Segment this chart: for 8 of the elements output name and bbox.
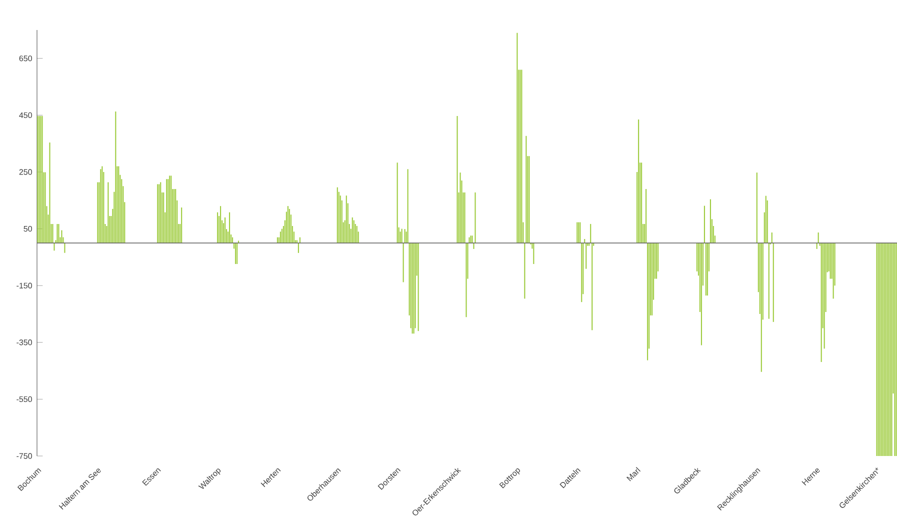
y-tick-label: 650: [19, 56, 32, 62]
y-tick-label: 450: [19, 112, 32, 118]
y-tick-label: -550: [16, 396, 32, 402]
y-tick-label: -150: [16, 282, 32, 288]
y-tick-label: 50: [24, 226, 32, 232]
y-tick-label: -350: [16, 340, 32, 346]
y-tick-label: 250: [19, 169, 32, 175]
y-tick-label: -750: [16, 453, 32, 459]
